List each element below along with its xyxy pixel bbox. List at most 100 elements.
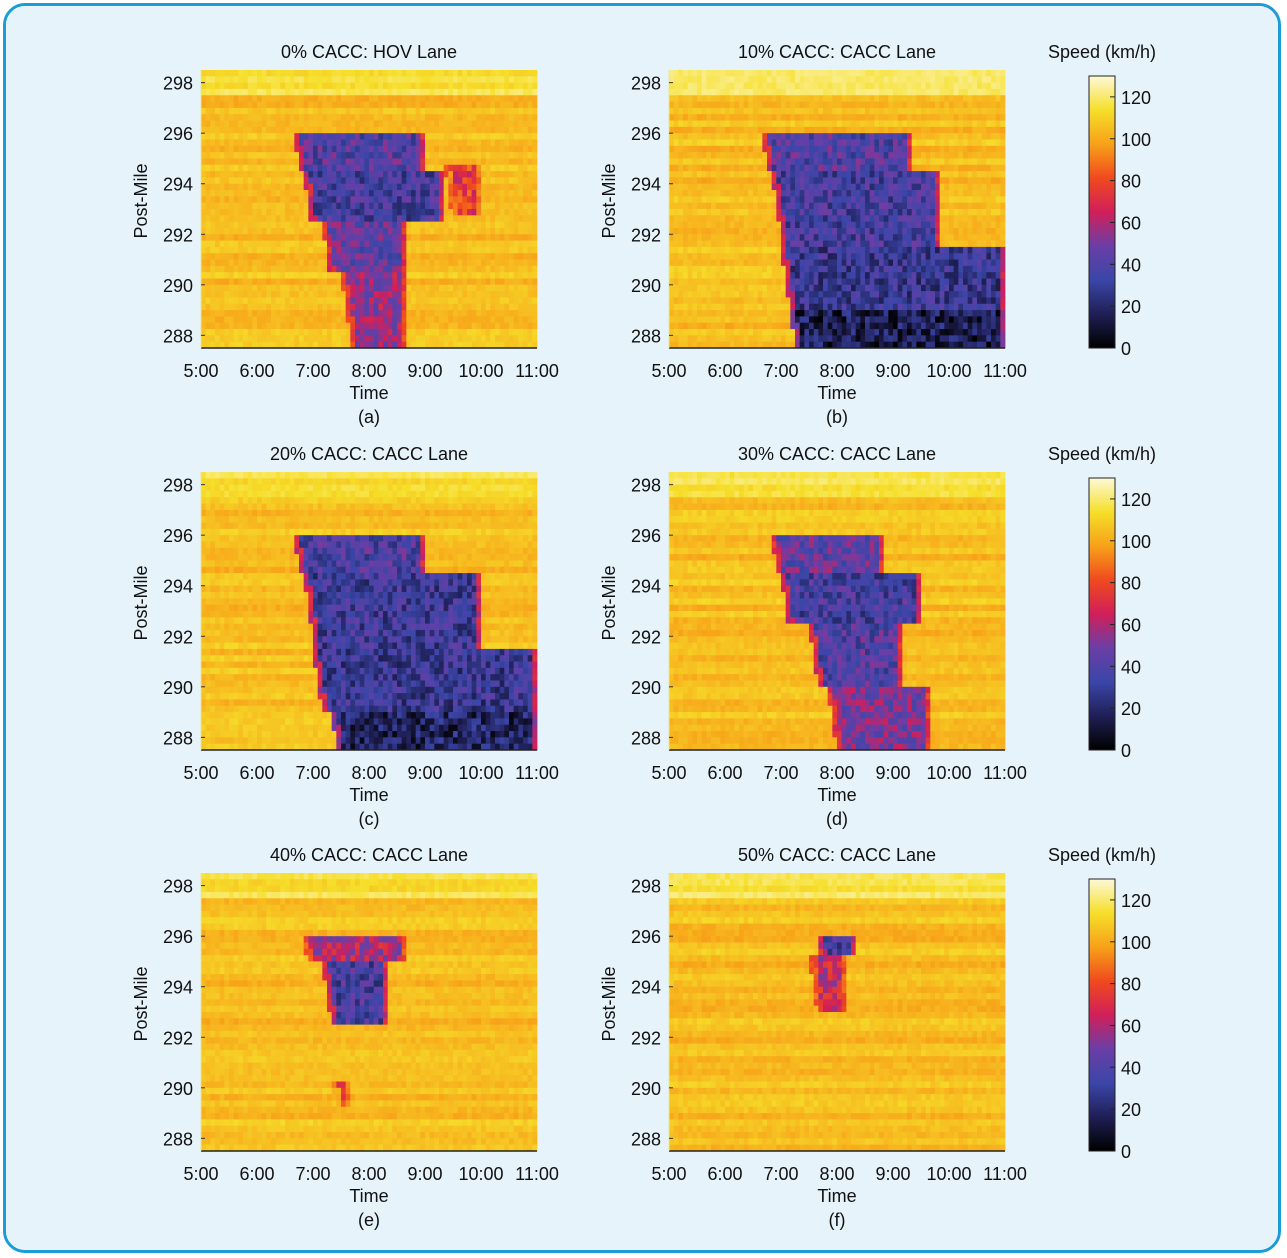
heatmap-cell bbox=[243, 272, 248, 279]
heatmap-cell bbox=[271, 152, 276, 159]
heatmap-cell bbox=[308, 253, 313, 260]
heatmap-cell bbox=[290, 234, 295, 241]
heatmap-cell bbox=[500, 310, 505, 317]
heatmap-cell bbox=[276, 140, 281, 147]
heatmap-cell bbox=[1000, 76, 1005, 83]
heatmap-cell bbox=[669, 177, 674, 184]
heatmap-cell bbox=[402, 127, 407, 134]
heatmap-cell bbox=[238, 209, 243, 216]
heatmap-cell bbox=[220, 127, 225, 134]
heatmap-cell bbox=[674, 203, 679, 210]
heatmap-cell bbox=[336, 76, 341, 83]
heatmap-cell bbox=[439, 260, 444, 267]
heatmap-cell bbox=[448, 291, 453, 298]
heatmap-cell bbox=[739, 83, 744, 90]
heatmap-cell bbox=[336, 209, 341, 216]
heatmap-cell bbox=[346, 102, 351, 109]
heatmap-cell bbox=[504, 228, 509, 235]
heatmap-cell bbox=[285, 89, 290, 96]
heatmap-cell bbox=[332, 158, 337, 165]
heatmap-cell bbox=[720, 203, 725, 210]
heatmap-cell bbox=[332, 310, 337, 317]
heatmap-cell bbox=[327, 184, 332, 191]
heatmap-cell bbox=[416, 133, 421, 140]
heatmap-cell bbox=[332, 203, 337, 210]
heatmap-cell bbox=[781, 165, 786, 172]
heatmap-cell bbox=[860, 222, 865, 229]
heatmap-cell bbox=[514, 260, 519, 267]
heatmap-cell bbox=[360, 95, 365, 102]
heatmap-cell bbox=[730, 102, 735, 109]
heatmap-cell bbox=[243, 228, 248, 235]
heatmap-cell bbox=[210, 297, 215, 304]
heatmap-cell bbox=[392, 297, 397, 304]
heatmap-cell bbox=[514, 152, 519, 159]
heatmap-cell bbox=[837, 121, 842, 128]
heatmap-cell bbox=[870, 184, 875, 191]
heatmap-cell bbox=[851, 209, 856, 216]
heatmap-cell bbox=[238, 266, 243, 273]
heatmap-cell bbox=[285, 310, 290, 317]
heatmap-cell bbox=[977, 95, 982, 102]
heatmap-cell bbox=[912, 114, 917, 121]
heatmap-cell bbox=[467, 203, 472, 210]
heatmap-cell bbox=[532, 310, 537, 317]
heatmap-cell bbox=[683, 222, 688, 229]
heatmap-cell bbox=[996, 209, 1001, 216]
heatmap-cell bbox=[532, 114, 537, 121]
heatmap-cell bbox=[383, 76, 388, 83]
heatmap-cell bbox=[453, 323, 458, 330]
heatmap-cell bbox=[210, 241, 215, 248]
heatmap-cell bbox=[500, 70, 505, 77]
heatmap-cell bbox=[518, 127, 523, 134]
heatmap-cell bbox=[874, 203, 879, 210]
heatmap-cell bbox=[336, 158, 341, 165]
heatmap-cell bbox=[968, 222, 973, 229]
heatmap-cell bbox=[201, 177, 206, 184]
heatmap-cell bbox=[490, 323, 495, 330]
heatmap-cell bbox=[842, 171, 847, 178]
heatmap-cell bbox=[884, 108, 889, 115]
heatmap-cell bbox=[392, 89, 397, 96]
heatmap-cell bbox=[341, 140, 346, 147]
heatmap-cell bbox=[444, 335, 449, 342]
heatmap-cell bbox=[392, 158, 397, 165]
heatmap-cell bbox=[753, 209, 758, 216]
heatmap-cell bbox=[986, 177, 991, 184]
heatmap-cell bbox=[926, 177, 931, 184]
heatmap-cell bbox=[495, 203, 500, 210]
heatmap-cell bbox=[252, 171, 257, 178]
heatmap-cell bbox=[402, 266, 407, 273]
heatmap-cell bbox=[949, 146, 954, 153]
heatmap-cell bbox=[206, 209, 211, 216]
heatmap-cell bbox=[767, 121, 772, 128]
heatmap-cell bbox=[814, 222, 819, 229]
heatmap-cell bbox=[322, 140, 327, 147]
heatmap-cell bbox=[518, 304, 523, 311]
heatmap-cell bbox=[523, 253, 528, 260]
heatmap-cell bbox=[378, 70, 383, 77]
heatmap-cell bbox=[486, 70, 491, 77]
heatmap-cell bbox=[828, 83, 833, 90]
heatmap-cell bbox=[972, 89, 977, 96]
heatmap-cell bbox=[420, 222, 425, 229]
heatmap-cell bbox=[514, 127, 519, 134]
heatmap-cell bbox=[495, 209, 500, 216]
heatmap-cell bbox=[902, 203, 907, 210]
heatmap-cell bbox=[285, 266, 290, 273]
heatmap-cell bbox=[374, 260, 379, 267]
heatmap-cell bbox=[327, 253, 332, 260]
heatmap-cell bbox=[476, 184, 481, 191]
heatmap-cell bbox=[462, 203, 467, 210]
heatmap-cell bbox=[523, 316, 528, 323]
heatmap-cell bbox=[495, 247, 500, 254]
heatmap-cell bbox=[528, 260, 533, 267]
heatmap-cell bbox=[299, 209, 304, 216]
heatmap-cell bbox=[935, 114, 940, 121]
heatmap-cell bbox=[893, 171, 898, 178]
heatmap-cell bbox=[874, 140, 879, 147]
heatmap-cell bbox=[692, 83, 697, 90]
heatmap-cell bbox=[374, 70, 379, 77]
heatmap-cell bbox=[949, 102, 954, 109]
heatmap-cell bbox=[220, 209, 225, 216]
